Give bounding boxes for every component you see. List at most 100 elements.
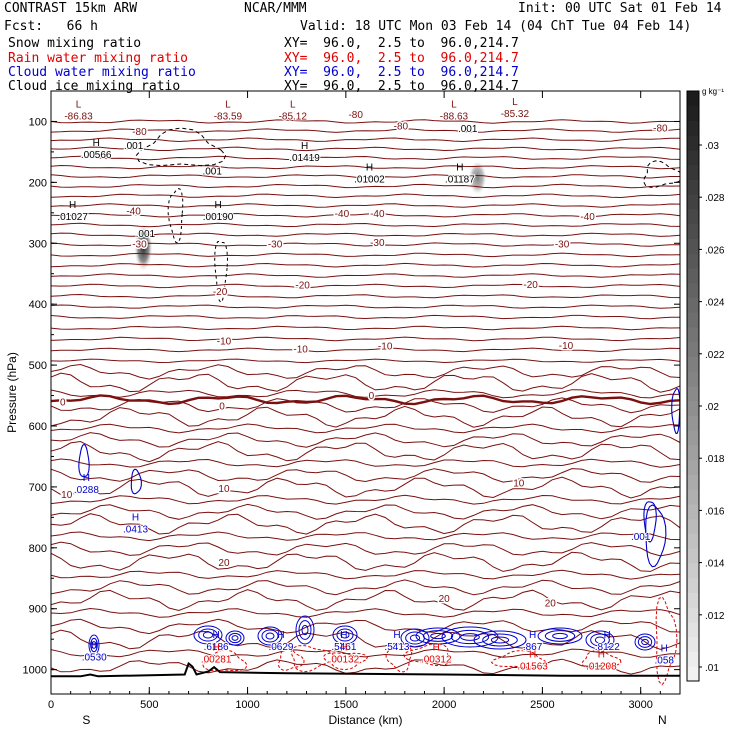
- temperature-contour: [51, 476, 680, 499]
- end-label-left: S: [82, 713, 90, 727]
- extremum-value: -83.59: [214, 112, 243, 123]
- extremum-marker: H: [91, 640, 98, 651]
- isotherm-label: -30: [370, 238, 385, 249]
- extremum-marker: L: [76, 100, 82, 111]
- extremum-value: .01563: [517, 662, 548, 673]
- isotherm-label: -30: [268, 239, 283, 250]
- colorbar-segment: [687, 563, 699, 579]
- colorbar-segment: [687, 533, 699, 549]
- temperature-contour: [51, 193, 680, 199]
- x-tick-label: 2500: [530, 699, 554, 711]
- isotherm-label: -80: [348, 110, 363, 121]
- y-tick-label: 500: [29, 360, 47, 372]
- cloud-water-contour: [537, 627, 583, 645]
- colorbar-segment: [687, 356, 699, 372]
- temperature-contour: [51, 146, 680, 152]
- extremum-value: .867: [523, 642, 543, 653]
- isotherm-label: -10: [378, 342, 393, 353]
- extremum-value: .5413: [384, 642, 409, 653]
- colorbar-segment: [687, 622, 699, 638]
- extremum-value: .0530: [82, 652, 107, 663]
- extremum-value: .5461: [331, 642, 356, 653]
- temperature-contour: [51, 458, 680, 468]
- legend-cloud-water-xy: XY= 96.0, 2.5 to 96.0,214.7: [284, 65, 519, 80]
- isotherm-label: 10: [513, 479, 525, 490]
- extremum-marker: H: [598, 650, 605, 661]
- temperature-contour: [51, 389, 680, 399]
- temperature-contour: [51, 203, 680, 208]
- cloud-water-contour: [643, 501, 657, 543]
- isotherm-label: -10: [559, 341, 574, 352]
- isotherm-label: -80: [653, 124, 668, 135]
- extremum-marker: H: [604, 630, 611, 641]
- cloud-water-contour: [225, 630, 245, 646]
- extremum-value: .001: [124, 141, 144, 152]
- extremum-value: -88.63: [440, 112, 469, 123]
- rain-water-contour: [322, 652, 369, 671]
- cloud-water-contour: [490, 636, 510, 644]
- temperature-contour: [51, 551, 680, 572]
- colorbar-segment: [687, 297, 699, 313]
- colorbar-segment: [687, 415, 699, 431]
- cloud-water-contour: [340, 631, 350, 639]
- x-tick-label: 3000: [628, 699, 652, 711]
- isotherm-label: 0: [60, 398, 66, 409]
- extremum-marker: H: [301, 141, 308, 152]
- legend-rain-xy: XY= 96.0, 2.5 to 96.0,214.7: [284, 51, 519, 66]
- colorbar-tick-label: .01: [705, 663, 719, 674]
- temperature-contour: [51, 242, 680, 247]
- cloud-water-contour: [430, 632, 446, 640]
- colorbar-tick-label: .018: [705, 454, 725, 465]
- cloud-water-contour: [450, 629, 490, 645]
- x-tick-label: 1500: [334, 699, 358, 711]
- extremum-value: .01027: [57, 212, 88, 223]
- temperature-contour: [51, 648, 680, 658]
- temperature-contour: [51, 494, 680, 505]
- extremum-value: .001: [631, 532, 651, 543]
- isotherm-label: -40: [126, 206, 141, 217]
- temperature-contour: [51, 314, 680, 320]
- extremum-marker: H: [212, 630, 219, 641]
- y-tick-label: 900: [29, 604, 47, 616]
- cloud-water-contour: [90, 637, 98, 653]
- cloud-water-contour: [295, 615, 315, 645]
- extremum-marker: L: [290, 100, 296, 111]
- y-tick-label: 300: [29, 238, 47, 250]
- temperature-contour: [51, 363, 680, 380]
- extremum-value: .00312: [421, 654, 452, 665]
- extremum-marker: H: [529, 650, 536, 661]
- temperature-contour: [51, 325, 680, 331]
- isotherm-label: -40: [580, 212, 595, 223]
- cloud-water-contour: [265, 632, 275, 640]
- legend-snow-xy: XY= 96.0, 2.5 to 96.0,214.7: [284, 36, 519, 51]
- rain-water-contour: [403, 643, 451, 667]
- isotherm-label: -10: [217, 337, 232, 348]
- extremum-marker: L: [512, 97, 518, 108]
- colorbar-segment: [687, 223, 699, 239]
- y-tick-label: 400: [29, 299, 47, 311]
- cloud-water-contour: [78, 443, 90, 477]
- rain-water-contour: [581, 650, 622, 669]
- extremum-value: -85.12: [279, 112, 308, 123]
- colorbar-segment: [687, 592, 699, 608]
- temperature-contour: [51, 569, 680, 580]
- temperature-contour: [51, 541, 680, 557]
- temperature-contour: [51, 262, 680, 268]
- end-label-right: N: [658, 713, 667, 727]
- extremum-marker: L: [225, 100, 231, 111]
- cloud-water-contour: [637, 636, 653, 648]
- x-tick-label: 500: [140, 699, 158, 711]
- cloud-water-contour: [594, 636, 606, 644]
- extremum-value: .0288: [74, 485, 99, 496]
- colorbar-frame: [686, 90, 700, 682]
- colorbar-segment: [687, 238, 699, 254]
- extremum-value: .00281: [201, 654, 232, 665]
- temperature-contour: [51, 503, 680, 520]
- colorbar-segment: [687, 135, 699, 151]
- colorbar-tick-label: .02: [705, 402, 719, 413]
- cloud-water-contour: [88, 634, 100, 656]
- isotherm-label: -20: [523, 280, 538, 291]
- y-tick-label: 600: [29, 421, 47, 433]
- isotherm-label: -30: [132, 239, 147, 250]
